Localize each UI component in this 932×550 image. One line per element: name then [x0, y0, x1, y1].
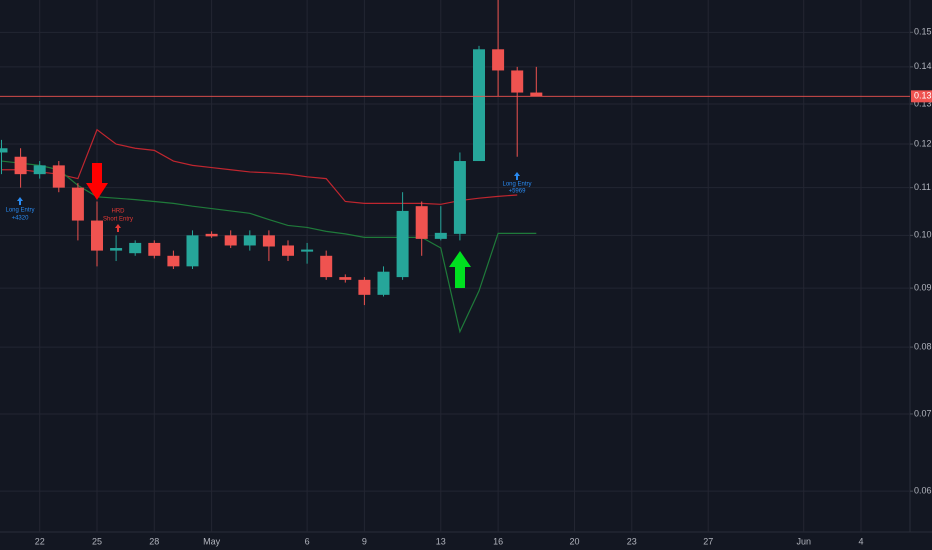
x-tick-label: 6 — [305, 536, 310, 546]
candle-body — [320, 255, 333, 278]
x-tick-label: 23 — [627, 536, 637, 546]
candle-body — [167, 255, 180, 267]
candle-body — [148, 242, 161, 256]
candle-body — [262, 235, 275, 247]
x-tick-label: 22 — [35, 536, 45, 546]
annotation: Short Entry — [103, 217, 133, 223]
y-tick-label: 0.08 — [914, 341, 932, 351]
x-tick-label: 25 — [92, 536, 102, 546]
candle-body — [473, 49, 485, 162]
entry-flag — [17, 197, 23, 205]
x-tick-label: 20 — [569, 536, 579, 546]
candle-body — [301, 249, 314, 252]
annotation: Long Entry — [5, 208, 34, 214]
indicator-line — [1, 128, 518, 205]
indicator-line — [1, 160, 537, 334]
annotation: +4320 — [12, 216, 30, 222]
candle-body — [243, 235, 256, 246]
y-tick-label: 0.10 — [914, 230, 932, 240]
x-tick-label: 27 — [703, 536, 713, 546]
candle-body — [14, 156, 27, 175]
candle-body — [434, 232, 447, 239]
candle-body — [511, 70, 524, 93]
candle-body — [129, 242, 142, 254]
entry-flag — [514, 172, 520, 180]
candle-body — [52, 165, 65, 188]
y-tick-label: 0.09 — [914, 282, 932, 292]
candle-body — [205, 233, 218, 237]
annotation: +5969 — [509, 189, 527, 195]
x-tick-label: 9 — [362, 536, 367, 546]
candle-body — [530, 92, 543, 97]
candle-body — [91, 220, 103, 251]
y-tick-label: 0.11 — [914, 182, 931, 192]
y-tick-label: 0.07 — [914, 408, 932, 418]
candle-body — [377, 271, 390, 295]
candle-body — [339, 277, 352, 280]
candle-body — [71, 187, 84, 221]
y-tick-label: 0.13 — [914, 98, 932, 108]
last-price-badge — [911, 90, 932, 103]
y-tick-label: 0.12 — [914, 138, 932, 148]
short-arrow — [86, 163, 108, 200]
candle-body — [282, 245, 294, 256]
annotation: Long Entry — [502, 182, 531, 188]
x-tick-label: May — [203, 536, 221, 546]
y-tick-label: 0.06 — [914, 486, 932, 496]
candle-body — [224, 235, 237, 246]
candle-body — [415, 206, 428, 239]
long-arrow — [449, 251, 471, 288]
candle-body — [453, 161, 466, 234]
candle-body — [396, 210, 409, 278]
candle-body — [33, 165, 46, 175]
last-price-label: 0.13 — [914, 91, 932, 101]
x-tick-label: 16 — [493, 536, 503, 546]
candle-body — [0, 148, 8, 153]
entry-flag — [115, 224, 121, 232]
candle-body — [110, 248, 123, 251]
x-tick-label: 13 — [436, 536, 446, 546]
x-tick-label: 28 — [149, 536, 159, 546]
x-tick-label: 4 — [858, 536, 863, 546]
annotation: HRD — [112, 209, 126, 215]
candle-body — [492, 49, 505, 71]
y-tick-label: 0.15 — [914, 27, 932, 37]
y-tick-label: 0.14 — [914, 61, 932, 71]
candle-body — [186, 235, 199, 267]
candle-body — [358, 279, 371, 295]
x-tick-label: Jun — [796, 536, 811, 546]
plot — [0, 0, 910, 532]
